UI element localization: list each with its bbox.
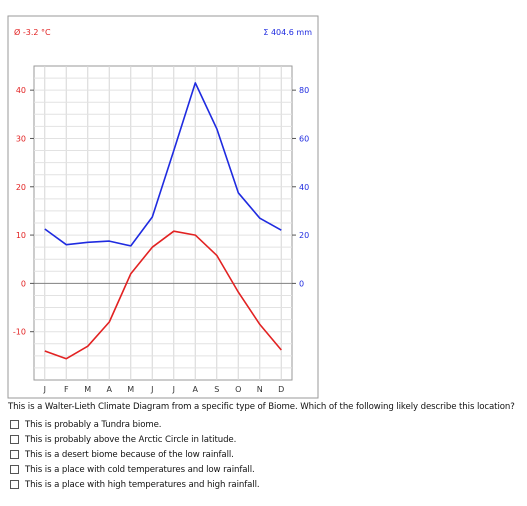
temperature-line: [44, 230, 282, 360]
checkbox[interactable]: [10, 450, 19, 459]
left-tick-label: 10: [16, 231, 26, 240]
left-tick-label: 40: [16, 86, 26, 95]
mean-temperature-label: Ø -3.2 °C: [14, 27, 51, 37]
right-tick-label: 60: [299, 134, 309, 143]
month-label: M: [127, 385, 134, 394]
checkbox[interactable]: [10, 480, 19, 489]
month-label: N: [257, 385, 263, 394]
option-hot-high-rainfall[interactable]: This is a place with high temperatures a…: [10, 477, 260, 492]
month-label: S: [214, 385, 219, 394]
month-label: A: [107, 385, 113, 394]
option-cold-low-rainfall[interactable]: This is a place with cold temperatures a…: [10, 462, 260, 477]
climate-diagram: Ø -3.2 °C Σ 404.6 mm 40 30 20 10 0 -10 80 60 40 2…: [7, 15, 319, 399]
right-tick-label: 40: [299, 183, 309, 192]
option-label: This is probably a Tundra biome.: [25, 419, 162, 430]
option-label: This is a desert biome because of the lo…: [25, 449, 234, 460]
option-tundra[interactable]: This is probably a Tundra biome.: [10, 417, 260, 432]
month-label: D: [278, 385, 284, 394]
option-label: This is a place with cold temperatures a…: [25, 464, 255, 475]
left-tick-label: 20: [16, 183, 26, 192]
left-tick-label: 30: [16, 134, 26, 143]
checkbox[interactable]: [10, 465, 19, 474]
right-tick-label: 80: [299, 86, 309, 95]
option-arctic-circle[interactable]: This is probably above the Arctic Circle…: [10, 432, 260, 447]
question-text: This is a Walter-Lieth Climate Diagram f…: [8, 402, 515, 412]
option-label: This is a place with high temperatures a…: [25, 479, 260, 490]
option-label: This is probably above the Arctic Circle…: [25, 434, 237, 445]
month-label: O: [235, 385, 241, 394]
month-label: M: [84, 385, 91, 394]
option-desert[interactable]: This is a desert biome because of the lo…: [10, 447, 260, 462]
right-tick-label: 0: [299, 279, 304, 288]
checkbox[interactable]: [10, 435, 19, 444]
month-label: J: [172, 385, 175, 394]
precipitation-line: [44, 82, 282, 247]
month-label: F: [64, 385, 69, 394]
month-label: A: [193, 385, 199, 394]
answer-options: This is probably a Tundra biome. This is…: [10, 417, 260, 492]
checkbox[interactable]: [10, 420, 19, 429]
right-tick-label: 20: [299, 231, 309, 240]
month-label: J: [150, 385, 153, 394]
total-precipitation-label: Σ 404.6 mm: [263, 28, 312, 37]
left-tick-label: 0: [21, 279, 26, 288]
left-tick-label: -10: [13, 328, 26, 337]
month-label: J: [43, 385, 46, 394]
